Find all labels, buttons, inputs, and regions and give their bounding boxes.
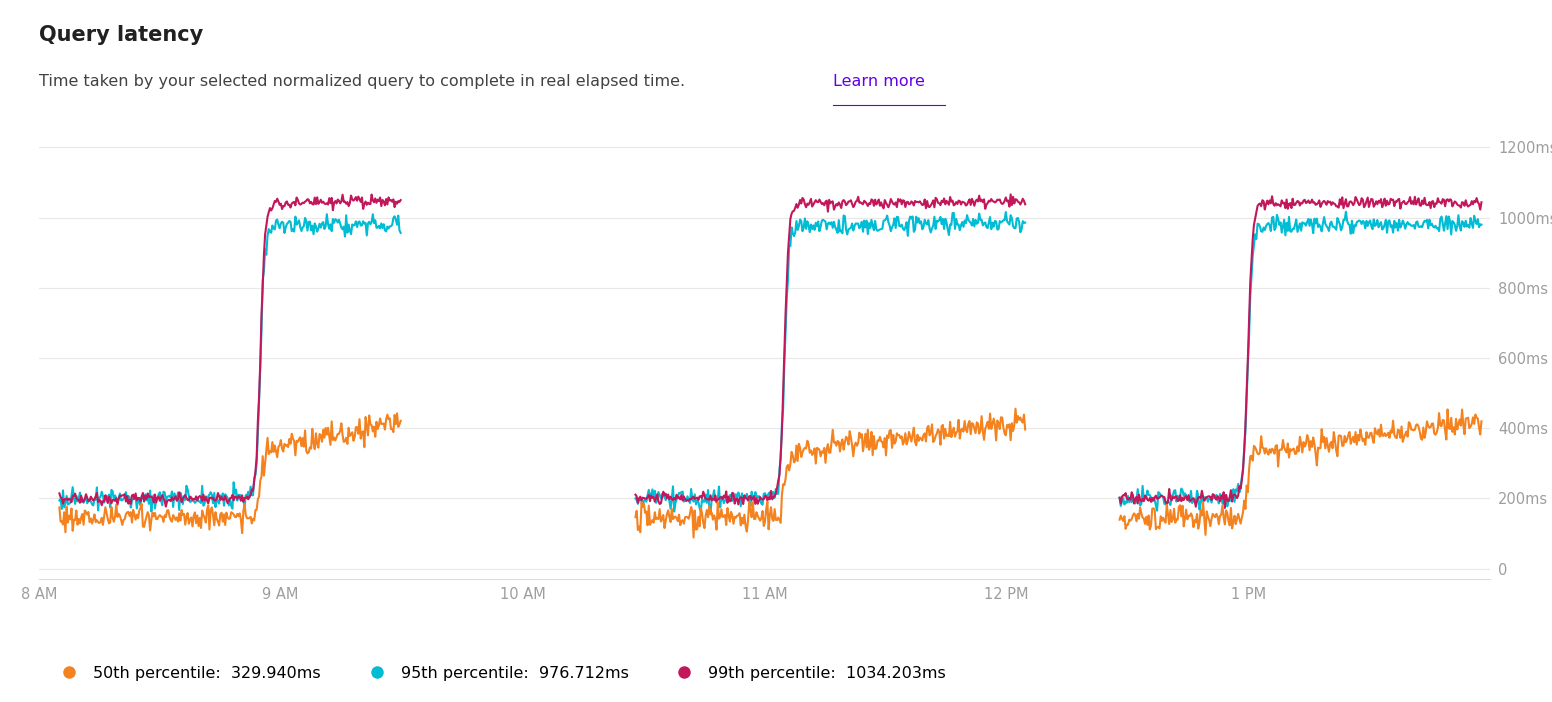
Text: Time taken by your selected normalized query to complete in real elapsed time.: Time taken by your selected normalized q…: [39, 74, 691, 88]
Legend: 50th percentile:  329.940ms, 95th percentile:  976.712ms, 99th percentile:  1034: 50th percentile: 329.940ms, 95th percent…: [47, 659, 953, 687]
Text: Query latency: Query latency: [39, 25, 203, 44]
Text: Learn more: Learn more: [833, 74, 925, 88]
